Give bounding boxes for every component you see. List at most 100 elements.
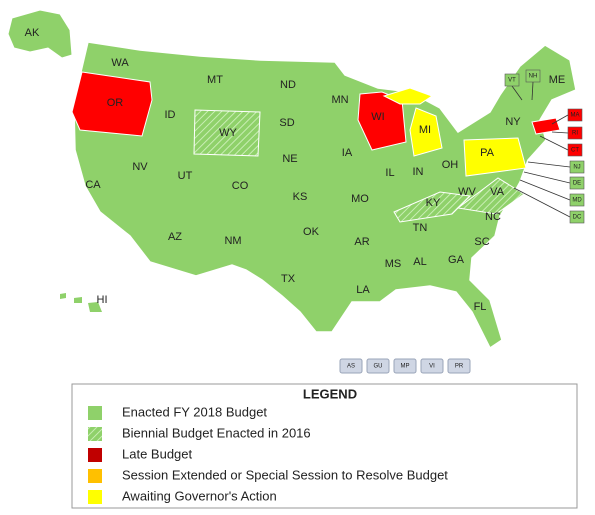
state-label: KS xyxy=(293,191,308,203)
hawaii-shape xyxy=(74,297,82,303)
state-label: WY xyxy=(219,127,237,139)
state-label: VA xyxy=(490,186,505,198)
state-label: TN xyxy=(413,222,428,234)
callout-line xyxy=(523,171,571,184)
state-label: IN xyxy=(413,166,424,178)
state-label: NE xyxy=(282,153,297,165)
state-label: NJ xyxy=(573,165,580,171)
state-label: OR xyxy=(107,97,124,109)
state-label: DC xyxy=(573,215,582,221)
pennsylvania-shape xyxy=(463,137,527,177)
state-label: CT xyxy=(571,148,579,154)
legend-label: Session Extended or Special Session to R… xyxy=(122,467,448,482)
state-label: MI xyxy=(419,124,431,136)
state-label: FL xyxy=(474,301,487,313)
territory-label: GU xyxy=(374,364,383,370)
state-label: WA xyxy=(111,57,129,69)
state-label: VT xyxy=(508,78,516,84)
oregon-shape xyxy=(71,71,153,137)
callout-line xyxy=(531,81,534,101)
territory-button[interactable] xyxy=(366,358,390,374)
wisconsin-shape xyxy=(357,91,407,151)
state-label: OH xyxy=(442,159,459,171)
hawaii-shape xyxy=(60,293,66,299)
territory-label: PR xyxy=(455,364,464,370)
state-label: MT xyxy=(207,74,223,86)
state-label: TX xyxy=(281,273,296,285)
state-label: IA xyxy=(342,147,353,159)
massachusetts-shape xyxy=(531,117,561,135)
callout-line xyxy=(513,187,571,218)
legend-swatch xyxy=(88,448,102,462)
state-label: WI xyxy=(371,111,384,123)
state-label: PA xyxy=(480,147,495,159)
callout-line xyxy=(551,131,569,134)
state-label: ID xyxy=(165,109,176,121)
state-label: CO xyxy=(232,180,249,192)
state-label: CA xyxy=(85,179,101,191)
state-label: LA xyxy=(356,284,370,296)
legend-label: Awaiting Governor's Action xyxy=(122,488,277,503)
state-label: NM xyxy=(224,235,241,247)
state-box xyxy=(567,126,583,140)
state-box xyxy=(569,176,585,190)
legend-swatch xyxy=(88,427,102,441)
state-label: MD xyxy=(572,198,582,204)
callout-lines xyxy=(511,81,571,218)
territory-button[interactable] xyxy=(447,358,471,374)
legend-title: LEGEND xyxy=(303,386,357,401)
legend-label: Enacted FY 2018 Budget xyxy=(122,404,267,419)
wyoming-shape xyxy=(193,109,261,157)
callout-line xyxy=(551,114,569,125)
alaska-shape xyxy=(7,9,73,59)
state-label: UT xyxy=(178,170,193,182)
state-label: AZ xyxy=(168,231,182,243)
territory-button[interactable] xyxy=(393,358,417,374)
state-label: KY xyxy=(426,197,441,209)
state-box xyxy=(567,108,583,122)
state-label: ND xyxy=(280,79,296,91)
virginia-shape xyxy=(456,177,525,215)
state-label: GA xyxy=(448,254,465,266)
state-label: NY xyxy=(505,116,521,128)
state-label: MN xyxy=(331,94,348,106)
territory-label: AS xyxy=(347,364,355,370)
state-label: MS xyxy=(385,258,402,270)
state-label: MO xyxy=(351,193,369,205)
territory-label: MP xyxy=(401,364,410,370)
territory-button[interactable] xyxy=(420,358,444,374)
legend-swatch xyxy=(88,406,102,420)
legend-swatch xyxy=(88,469,102,483)
state-label: DE xyxy=(573,181,581,187)
state-label: NC xyxy=(485,211,501,223)
state-label: SD xyxy=(279,117,294,129)
state-label: SC xyxy=(474,236,489,248)
state-box xyxy=(567,143,583,157)
state-label: NH xyxy=(529,74,538,80)
legend-label: Biennial Budget Enacted in 2016 xyxy=(122,425,311,440)
state-label: RI xyxy=(572,131,578,137)
legend-swatch xyxy=(88,490,102,504)
state-box xyxy=(569,160,585,174)
state-label: AK xyxy=(25,27,40,39)
legend-label: Late Budget xyxy=(122,446,193,461)
callout-line xyxy=(519,179,571,201)
state-label: NV xyxy=(132,161,148,173)
territory-label: VI xyxy=(429,364,435,370)
michigan-shape xyxy=(409,107,443,157)
callout-line xyxy=(527,161,571,168)
state-box xyxy=(569,193,585,207)
territory-button[interactable] xyxy=(339,358,363,374)
state-label: IL xyxy=(385,167,394,179)
kentucky-shape xyxy=(393,191,472,223)
state-label: AL xyxy=(413,256,426,268)
state-label: MA xyxy=(571,113,580,119)
callout-line xyxy=(539,135,569,151)
map-shapes xyxy=(7,9,577,350)
state-box xyxy=(569,210,585,224)
state-label: AR xyxy=(354,236,369,248)
state-box xyxy=(525,69,541,83)
state-label: WV xyxy=(458,186,476,198)
hawaii-shape xyxy=(88,302,102,312)
